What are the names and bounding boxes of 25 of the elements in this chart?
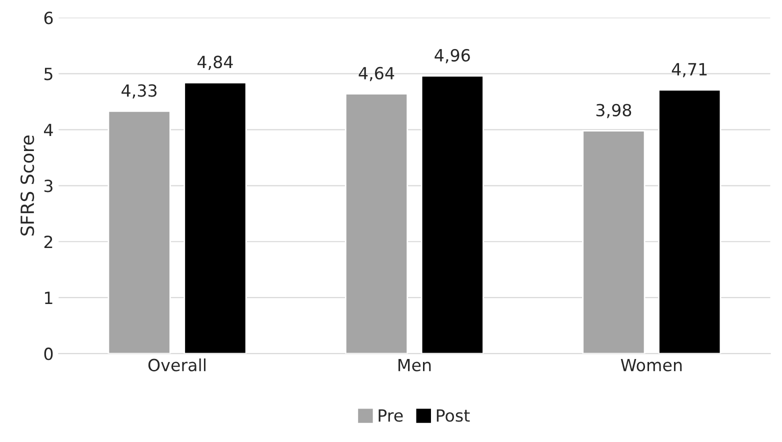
y-tick-label: 3 [44,180,52,192]
data-label: 4,96 [434,48,470,64]
legend-label: Pre [378,409,403,422]
data-label: 4,71 [672,63,707,78]
bar [582,130,646,354]
x-tick-label: Women [620,358,682,372]
y-tick-label: 4 [44,124,53,136]
bar [184,82,247,354]
data-label: 3,98 [596,104,632,118]
bar [420,75,484,354]
x-tick-label: Overall [148,358,206,372]
y-tick-label: 5 [44,68,52,80]
bar [108,110,171,354]
y-tick-label: 1 [45,292,52,304]
bar [658,89,722,354]
data-label: 4,33 [122,84,157,99]
y-tick-label: 2 [44,236,52,248]
legend-label: Post [436,409,470,422]
data-label: 4,64 [358,66,394,82]
y-tick-label: 6 [44,12,53,24]
y-axis-title: SFRS Score [20,136,34,236]
x-tick-label: Men [398,358,431,372]
data-label: 4,84 [197,56,233,70]
bar [344,93,408,354]
y-tick-label: 0 [44,348,53,360]
